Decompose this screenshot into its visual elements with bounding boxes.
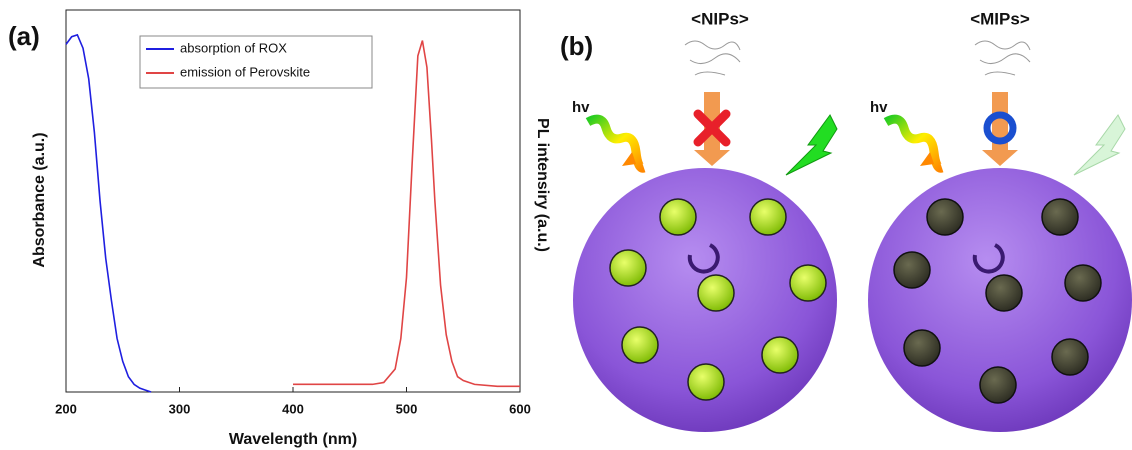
emission-bolt <box>1074 115 1125 175</box>
x-tick-label: 400 <box>282 401 304 416</box>
line-chart: 200 300 400 500 600 absorption of ROX emission… <box>55 35 531 417</box>
y2-axis-label: PL intensiry (a.u.) <box>534 118 551 252</box>
emission-bolt <box>786 115 837 175</box>
light-wave <box>886 119 942 168</box>
x-tick-label: 600 <box>509 401 531 416</box>
light-wave <box>588 119 644 168</box>
x-axis-label: Wavelength (nm) <box>229 431 357 448</box>
light-label: hv <box>870 99 888 116</box>
x-tick-label: 200 <box>55 401 77 416</box>
legend-label: emission of Perovskite <box>180 64 310 79</box>
light-label: hv <box>572 99 590 116</box>
panel-title: <MIPs> <box>970 9 1030 28</box>
legend-label: absorption of ROX <box>180 40 287 55</box>
x-tick-label: 300 <box>169 401 191 416</box>
molecule <box>975 41 1030 75</box>
mips-panel: <MIPs> hv <box>868 9 1132 432</box>
y-axis-label: Absorbance (a.u.) <box>31 132 48 267</box>
data-line <box>293 41 520 387</box>
panel-title: <NIPs> <box>691 9 749 28</box>
data-line <box>66 35 151 392</box>
nips-panel: <NIPs> hv <box>572 9 837 432</box>
x-tick-label: 500 <box>396 401 418 416</box>
figure: (a) 200 300 400 500 600 absorption of ROX emis… <box>0 0 1132 450</box>
panel-label: (a) <box>8 21 40 51</box>
panel-label: (b) <box>560 31 593 61</box>
molecule <box>685 41 740 75</box>
